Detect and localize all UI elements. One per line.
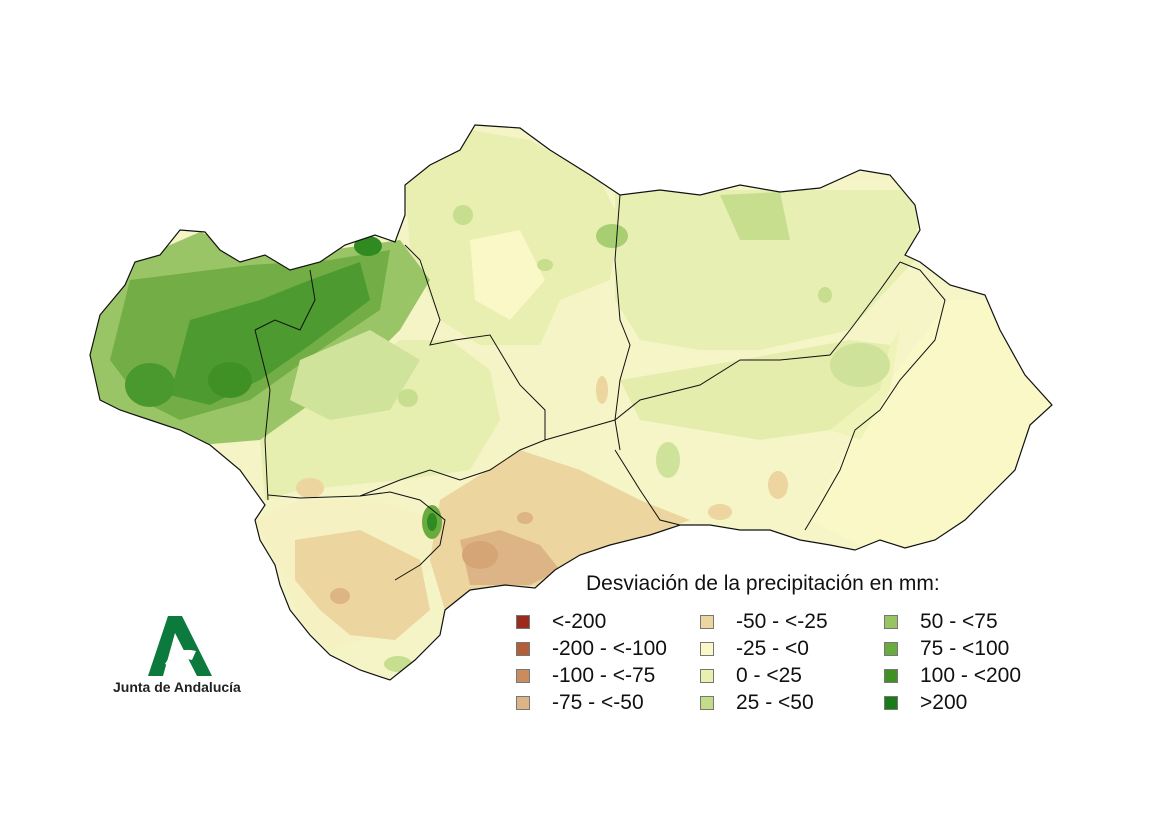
legend-swatch: [884, 615, 898, 629]
legend-label: -100 - <-75: [552, 664, 656, 687]
legend-label: <-200: [552, 610, 607, 633]
province-borders: [254, 194, 946, 581]
legend-item: -75 - <-50: [516, 691, 644, 715]
legend-swatch: [516, 615, 530, 629]
legend-label: -25 - <0: [736, 637, 809, 660]
junta-de-andalucia-logo: [148, 616, 212, 676]
legend-swatch: [884, 696, 898, 710]
legend-label: -200 - <-100: [552, 637, 667, 660]
legend-item: 100 - <200: [884, 664, 1021, 688]
legend-item: 50 - <75: [884, 610, 998, 634]
legend-item: 25 - <50: [700, 691, 814, 715]
legend-swatch: [516, 669, 530, 683]
legend-swatch: [700, 615, 714, 629]
legend-swatch: [700, 669, 714, 683]
legend-label: 100 - <200: [920, 664, 1022, 687]
legend-item: -200 - <-100: [516, 637, 667, 661]
legend-label: 50 - <75: [920, 610, 998, 633]
legend-swatch: [700, 642, 714, 656]
legend-item: >200: [884, 691, 967, 715]
legend-swatch: [884, 642, 898, 656]
legend-swatch: [516, 642, 530, 656]
legend-swatch: [884, 669, 898, 683]
legend-label: -50 - <-25: [736, 610, 828, 633]
legend-item: 0 - <25: [700, 664, 802, 688]
legend-label: 25 - <50: [736, 691, 814, 714]
legend-label: >200: [920, 691, 968, 714]
legend-label: -75 - <-50: [552, 691, 644, 714]
legend-item: -100 - <-75: [516, 664, 655, 688]
region-outline: [89, 124, 1053, 681]
legend-swatch: [516, 696, 530, 710]
legend-item: <-200: [516, 610, 606, 634]
legend-label: 0 - <25: [736, 664, 802, 687]
legend-title: Desviación de la precipitación en mm:: [586, 572, 940, 595]
legend-item: -50 - <-25: [700, 610, 828, 634]
legend-label: 75 - <100: [920, 637, 1010, 660]
legend-item: 75 - <100: [884, 637, 1009, 661]
legend-swatch: [700, 696, 714, 710]
legend-item: -25 - <0: [700, 637, 809, 661]
logo-text: Junta de Andalucía: [113, 679, 241, 695]
